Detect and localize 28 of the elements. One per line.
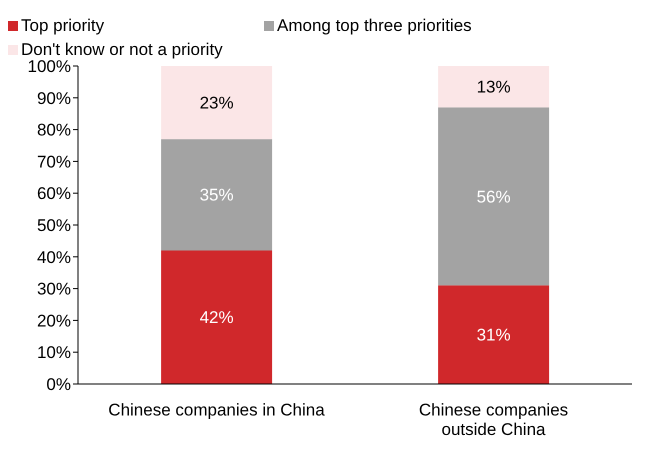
bar <box>161 250 272 384</box>
y-tick-label: 50% <box>36 216 71 236</box>
y-tick-label: 60% <box>36 184 71 204</box>
y-tick-label: 40% <box>36 248 71 267</box>
data-label: 42% <box>200 308 234 328</box>
legend-label: Top priority <box>21 16 104 36</box>
x-tick-label: Chinese companies outside China <box>418 400 568 439</box>
bar <box>438 285 550 384</box>
bar <box>161 66 272 140</box>
bar <box>438 107 550 286</box>
legend-label: Among top three priorities <box>277 16 472 36</box>
data-label: 31% <box>476 326 511 345</box>
data-label: 56% <box>476 187 511 206</box>
bar <box>161 139 272 250</box>
legend-label: Don't know or not a priority <box>21 40 223 60</box>
data-label: 23% <box>200 94 234 113</box>
y-tick-label: 70% <box>36 152 71 172</box>
y-tick-label: 30% <box>36 280 71 299</box>
y-tick-label: 80% <box>36 120 71 140</box>
y-tick-label: 100% <box>28 57 71 76</box>
y-tick-label: 20% <box>36 311 71 330</box>
y-tick-label: 0% <box>46 375 71 394</box>
y-tick-label: 10% <box>36 343 71 362</box>
bar <box>438 66 550 108</box>
data-label: 13% <box>476 78 511 97</box>
x-tick-label: Chinese companies in China <box>108 400 326 420</box>
y-tick-label: 90% <box>36 88 71 108</box>
data-label: 35% <box>200 186 234 205</box>
